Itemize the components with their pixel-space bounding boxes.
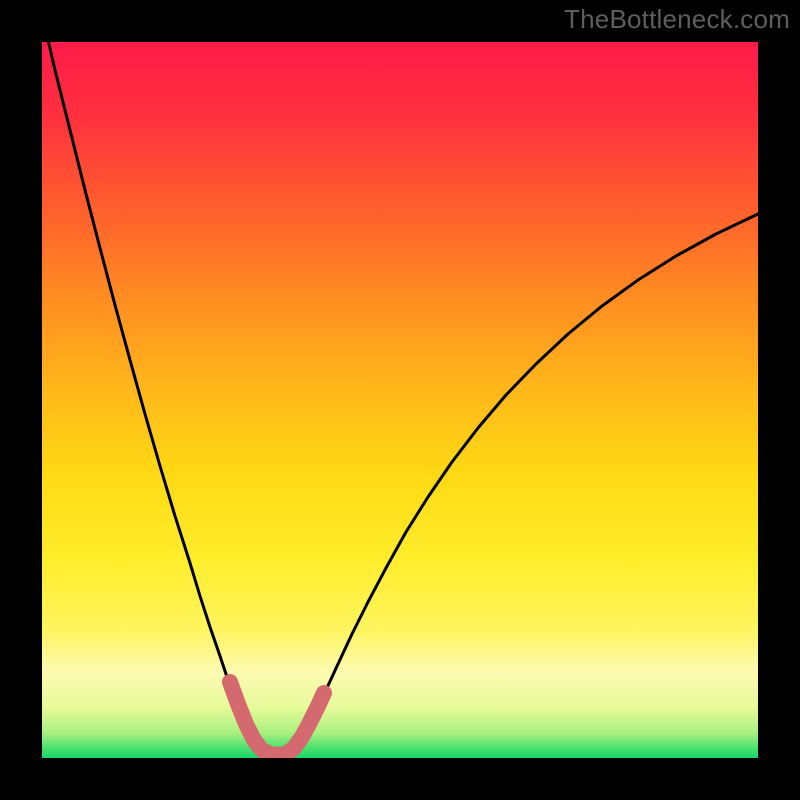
- gradient-background: [42, 42, 758, 758]
- watermark-text: TheBottleneck.com: [564, 4, 790, 35]
- plot-area: [0, 0, 800, 800]
